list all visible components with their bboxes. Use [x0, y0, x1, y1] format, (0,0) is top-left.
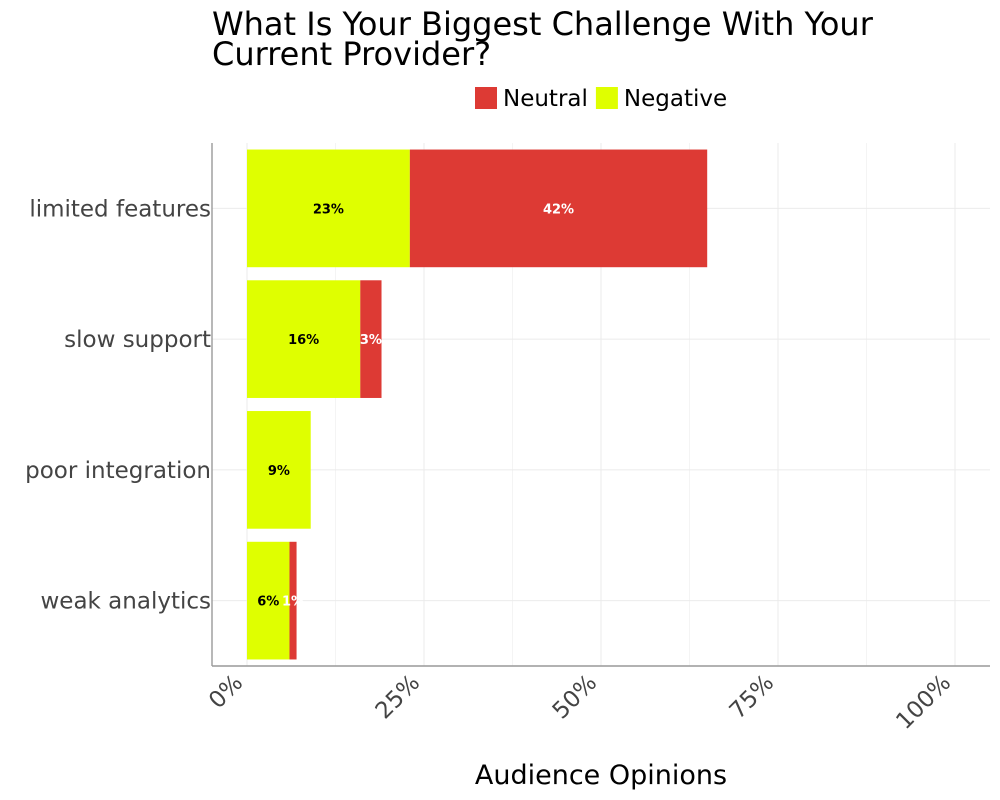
y-tick-label: limited features — [29, 196, 211, 222]
legend: Neutral Negative — [475, 86, 727, 112]
chart-title: What Is Your Biggest Challenge With Your… — [212, 5, 874, 73]
category-labels: limited features slow support poor integra… — [25, 196, 211, 614]
data-label: 23% — [313, 202, 344, 217]
bar-neutral-weak-analytics — [289, 541, 297, 660]
y-tick-label: poor integration — [25, 458, 211, 484]
y-tick-label: weak analytics — [41, 589, 212, 615]
bar-neutral-limited-features — [409, 149, 708, 268]
x-tick-labels: 0% 25% 50% 75% 100% — [204, 670, 956, 735]
y-tick-label: slow support — [64, 327, 211, 353]
data-label: 9% — [268, 464, 290, 479]
legend-swatch-negative — [595, 87, 618, 109]
x-tick-label: 0% — [204, 670, 248, 714]
bar-negative-weak-analytics — [247, 541, 290, 660]
x-tick-label: 100% — [891, 670, 956, 735]
data-label: 16% — [288, 333, 319, 348]
x-tick-label: 50% — [548, 670, 603, 725]
bars: 23% 42% 16% 3% 9% 6% 1% — [247, 149, 708, 660]
legend-swatch-neutral — [475, 87, 497, 109]
chart-title-line-1: What Is Your Biggest Challenge With Your — [212, 5, 874, 43]
legend-label-neutral: Neutral — [503, 86, 588, 112]
x-axis-label: Audience Opinions — [475, 760, 727, 791]
bar-negative-limited-features — [247, 149, 410, 268]
bar-neutral-slow-support — [360, 280, 382, 398]
data-label: 3% — [360, 333, 382, 348]
data-label: 6% — [257, 595, 279, 610]
legend-label-negative: Negative — [624, 86, 727, 112]
axes — [211, 143, 990, 667]
data-label: 1% — [282, 595, 304, 610]
chart-title-line-2: Current Provider? — [212, 35, 491, 73]
data-label: 42% — [543, 202, 574, 217]
x-tick-label: 75% — [725, 670, 780, 725]
bar-negative-slow-support — [247, 280, 361, 398]
x-tick-label: 25% — [371, 670, 426, 725]
bar-negative-poor-integration — [247, 411, 311, 529]
